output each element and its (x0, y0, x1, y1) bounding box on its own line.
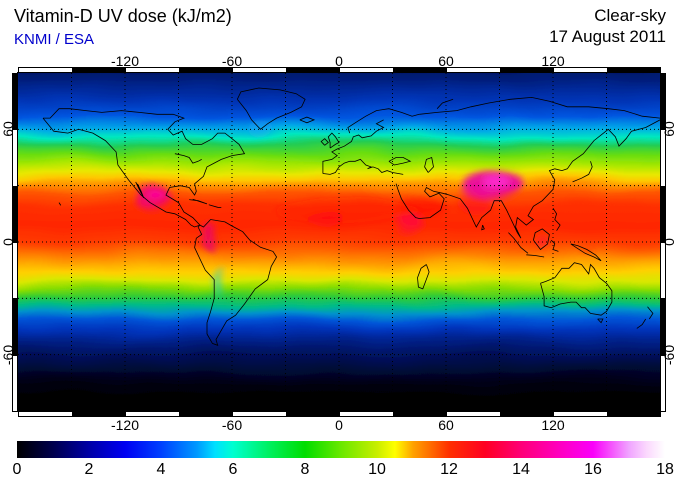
coastline-mediterranean-north (322, 158, 404, 175)
coastline-philippines (552, 207, 561, 231)
frame-tick-segment (18, 411, 73, 417)
anomaly-mexican-core (146, 191, 165, 203)
colorbar-tick-18: 18 (656, 461, 674, 478)
graticule-layer (18, 73, 660, 411)
coastline-layer (42, 87, 660, 346)
lat-label-left-60: 60 (0, 121, 16, 138)
lat-label-right-60: 60 (661, 121, 677, 138)
frame-tick-segment (18, 67, 73, 73)
colorbar-tick-12: 12 (440, 461, 458, 478)
coastline-europe-west (322, 119, 385, 174)
coastline-sri-lanka (481, 224, 485, 231)
lon-label-top-120: 120 (541, 53, 565, 69)
lat-label-right-0: 0 (661, 238, 677, 246)
coastline-madagascar (417, 264, 430, 290)
frame-tick-segment (660, 354, 666, 412)
lon-label-bottom-0: 0 (335, 417, 343, 433)
frame-tick-segment (12, 354, 18, 412)
uv-anomaly-layer (135, 120, 596, 299)
coastline-new-zealand-north (647, 306, 654, 320)
coastline-australia (540, 262, 613, 316)
anomaly-arabia-enhancement (399, 195, 446, 218)
coastline-new-zealand-south (636, 318, 647, 329)
coastline-hispaniola (208, 204, 222, 208)
frame-tick-segment (339, 411, 394, 417)
date-label: 17 August 2011 (549, 27, 666, 46)
lon-label-bottom-60: 60 (438, 417, 454, 433)
anomaly-andes-altiplano (213, 268, 223, 299)
colorbar-tick-8: 8 (300, 461, 310, 478)
lon-label-bottom--120: -120 (110, 417, 140, 433)
page-title: Vitamin-D UV dose (kJ/m2) (14, 6, 232, 26)
colorbar-tick-2: 2 (84, 461, 94, 478)
coastline-tasmania (597, 318, 604, 324)
coastline-new-guinea (570, 243, 602, 262)
anomaly-greenland-south (249, 120, 272, 135)
coastline-ireland (320, 138, 329, 146)
lat-label-left--60: -60 (0, 344, 16, 365)
frame-tick-segment (606, 411, 661, 417)
credit-label: KNMI / ESA (14, 31, 95, 48)
lon-label-top-60: 60 (438, 53, 454, 69)
coastline-great-britain (327, 132, 340, 149)
colorbar-tick-14: 14 (512, 461, 530, 478)
colorbar-tick-0: 0 (12, 461, 22, 478)
coastline-japan (572, 161, 593, 183)
frame-tick-segment (606, 67, 661, 73)
coastline-caspian-sea (424, 156, 434, 173)
anomaly-tibetan-core (481, 176, 511, 188)
coastline-russia-arctic (419, 96, 660, 119)
coastline-great-lakes (174, 153, 202, 164)
colorbar-tick-6: 6 (228, 461, 238, 478)
frame-tick-segment (285, 411, 340, 417)
colorbar-tick-10: 10 (368, 461, 386, 478)
condition-label: Clear-sky (594, 6, 666, 25)
coastline-hawaii (58, 202, 62, 206)
coastline-south-america (194, 219, 278, 346)
lat-label-left-0: 0 (0, 238, 16, 246)
lon-label-top-0: 0 (335, 53, 343, 69)
coastline-asia-east (395, 119, 660, 239)
world-map (18, 73, 660, 411)
lon-label-bottom-120: 120 (541, 417, 565, 433)
coastline-iceland (299, 116, 316, 124)
lon-label-top--120: -120 (110, 53, 140, 69)
coastline-black-sea (388, 157, 412, 166)
coastline-baja-california (135, 181, 145, 199)
anomaly-ethiopian-highlands (396, 214, 421, 232)
frame-tick-segment (446, 411, 501, 417)
coastline-cuba (189, 198, 208, 205)
anomaly-sahel-spots (306, 210, 343, 226)
coastline-sumatra (508, 232, 529, 254)
coastline-scandinavia (347, 108, 420, 134)
anomaly-andes-north (202, 219, 215, 254)
coastline-borneo (533, 228, 550, 251)
anomaly-sahara-enhancement (276, 197, 420, 224)
colorbar (17, 441, 665, 458)
colorbar-tick-4: 4 (156, 461, 166, 478)
lat-label-right--60: -60 (661, 344, 677, 365)
lon-label-top--60: -60 (221, 53, 243, 69)
colorbar-tick-16: 16 (584, 461, 602, 478)
lon-label-bottom--60: -60 (221, 417, 243, 433)
coastline-java (526, 254, 545, 258)
coastline-greenland (236, 87, 306, 130)
coastline-novaya-zemlya (436, 98, 454, 109)
